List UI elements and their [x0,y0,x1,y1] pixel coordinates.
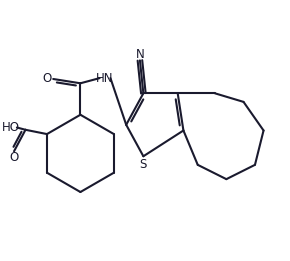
Text: S: S [139,158,146,171]
Text: HO: HO [2,121,20,134]
Text: O: O [9,151,19,164]
Text: N: N [135,48,144,61]
Text: O: O [42,73,52,86]
Text: HN: HN [96,72,113,85]
